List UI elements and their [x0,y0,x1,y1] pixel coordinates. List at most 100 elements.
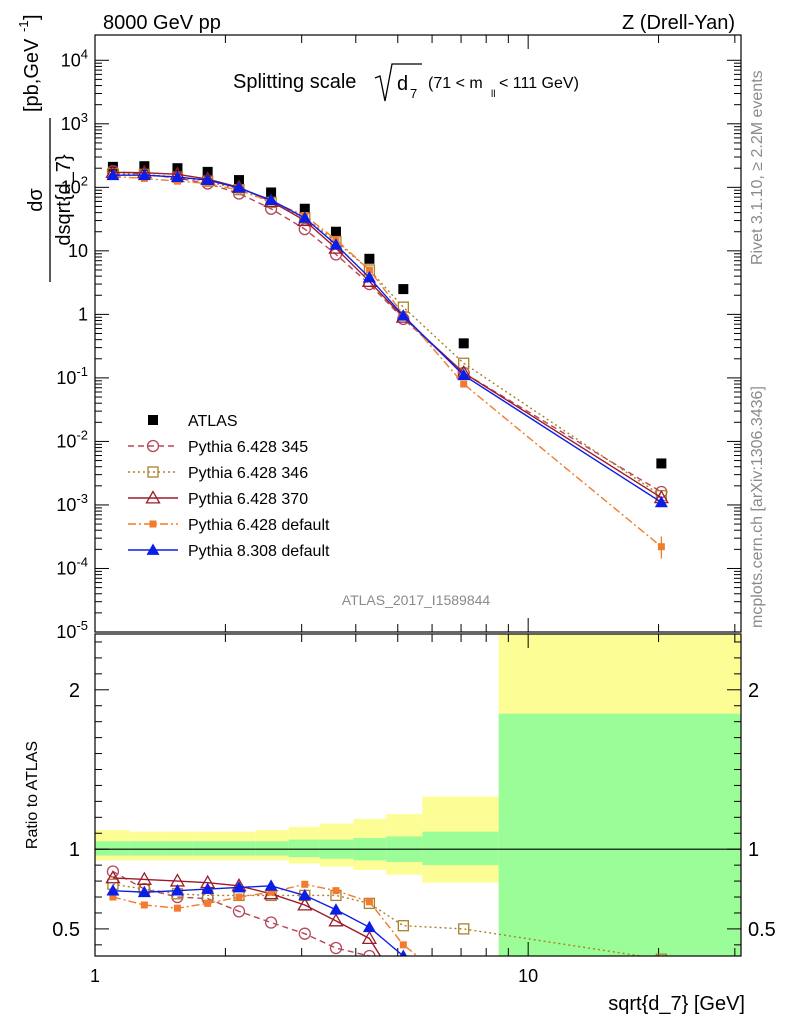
data-point [458,357,470,369]
ratio-axes: 0.5 0.5 1 1 2 2 [52,641,776,946]
main-y-tick-label: 10-4 [56,554,88,578]
ratio-series-pythia-6-428-default [109,880,419,956]
data-point [264,193,278,205]
ratio-data-point [232,880,246,893]
main-y-tick-label: 102 [61,173,88,197]
ylabel-units-end: ] [21,14,43,20]
legend-label: Pythia 8.308 default [188,543,330,560]
ratio-series-line [112,885,405,956]
main-y-tick-label: 1 [78,304,88,324]
ratio-band-inner [255,841,289,856]
ratio-data-point [170,884,184,896]
ylabel-units: [pb,GeV [21,38,43,112]
ratio-data-point [298,927,311,940]
ratio-band-inner [160,841,193,856]
x-axis-label: sqrt{d_7} [GeV] [608,993,745,1015]
ratio-data-point [362,920,376,933]
ratio-y-tick-label: 2 [69,680,80,702]
x-tick-label: 10 [518,966,538,986]
legend: ATLAS Pythia 6.428 345 Pythia 6.428 346 Pyt… [128,413,330,560]
ratio-y-tick-label-right: 0.5 [748,919,776,941]
legend-item-pythia-8-308-default: Pythia 8.308 default [128,543,330,560]
ratio-data-point [201,882,215,894]
ratio-data-point [232,905,246,918]
ratio-series-line [112,883,646,956]
ratio-band-inner [223,841,256,856]
legend-label: Pythia 6.428 346 [188,465,308,482]
ratio-data-point [264,916,278,929]
series-pythia-8-308-default [106,168,668,508]
plot-title-root-index: 7 [410,86,417,101]
ratio-y-axis-label: Ratio to ATLAS [24,741,41,849]
data-point [266,187,277,198]
ratio-data-point [655,953,668,956]
ratio-data-point [106,865,120,878]
ratio-data-point [361,930,378,944]
ratio-data-point [301,880,309,888]
ratio-band-inner [192,841,224,856]
data-point [458,338,469,349]
legend-item-atlas: ATLAS [148,413,238,430]
ratio-series-line [112,870,371,956]
main-data-series [105,161,669,559]
ratio-y-tick-label: 1 [69,839,80,861]
data-point [654,495,668,508]
data-point [398,284,409,295]
series-line [112,174,662,503]
data-point [299,203,310,214]
data-point [298,211,312,223]
ylabel-denominator: dsqrt{d_7} [53,154,75,246]
ratio-data-point [105,870,121,884]
data-point [201,173,215,185]
main-y-tick-label: 10 [68,241,88,261]
ratio-series-line [112,877,382,956]
ratio-data-point [397,920,409,932]
ratio-data-point [328,913,344,927]
ratio-data-point [458,923,470,935]
side-label-mcplots: mcplots.cern.ch [arXiv:1306.3436] [749,386,766,628]
ratio-data-point [329,941,343,955]
ratio-series-line [112,883,419,956]
ratio-data-point [137,885,151,898]
legend-marker [149,520,157,528]
analysis-id: ATLAS_2017_I1589844 [342,592,491,608]
ratio-plot-frame [94,633,742,957]
ratio-band-inner [422,831,499,866]
plot-title: Splitting scale d 7 (71 < m ll < 111 GeV… [233,63,579,102]
root-sign [374,63,422,102]
ratio-y-tick-label-right: 1 [748,839,759,861]
legend-label: ATLAS [188,413,238,430]
series-line [112,172,662,497]
ratio-data-point [298,888,312,901]
legend-label: Pythia 6.428 370 [188,491,308,508]
main-axes: 10-5 10-4 10-3 10-2 10-1 1 10 102 103 104 1 10 [56,35,741,986]
main-y-tick-label: 10-3 [56,491,88,515]
data-point [396,309,410,321]
legend-marker [146,543,160,555]
ratio-data-point [399,941,407,949]
ylabel-numerator: dσ [25,188,47,212]
data-point [656,458,667,469]
main-y-tick-label: 10-1 [56,364,88,388]
data-point [329,238,343,250]
plot-title-main: Splitting scale [233,71,356,93]
header-left: 8000 GeV pp [103,12,221,34]
series-line [112,170,662,493]
legend-marker [148,415,158,425]
ratio-data-point [109,893,117,901]
data-point [362,271,376,283]
ratio-series-pythia-6-428-370 [105,870,382,956]
ratio-data-point [204,899,212,907]
header-right: Z (Drell-Yan) [622,12,735,34]
ratio-series-pythia-6-428-345 [106,865,376,956]
legend-marker [145,490,161,504]
main-y-tick-label: 103 [61,110,88,134]
ylabel-units-exponent: -1 [16,20,31,32]
main-y-tick-label: 10-2 [56,427,88,451]
ratio-data-point [140,901,148,909]
data-point [364,253,375,264]
data-point [460,380,468,388]
ratio-band-inner [95,841,130,856]
main-y-tick-label: 10-5 [56,618,88,642]
ratio-data-point [106,884,120,896]
